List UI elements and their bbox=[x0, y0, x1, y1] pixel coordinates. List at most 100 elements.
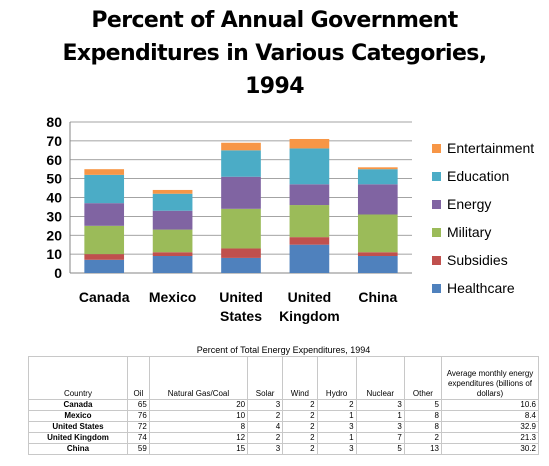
legend-label: Education bbox=[447, 168, 510, 184]
bar-segment-energy bbox=[152, 210, 193, 230]
table-header-cell: Other bbox=[403, 356, 443, 400]
table-cell: 2 bbox=[316, 399, 357, 411]
bar-segment-entertainment bbox=[221, 142, 261, 151]
table-cell: 15 bbox=[148, 443, 249, 455]
table-row-label: China bbox=[28, 443, 128, 455]
data-table: Percent of Total Energy Expenditures, 19… bbox=[28, 344, 539, 455]
bar-segment-military bbox=[84, 225, 125, 255]
table-cell: 1 bbox=[316, 432, 357, 444]
table-header-cell: Average monthly energy expenditures (bil… bbox=[441, 356, 539, 400]
x-tick-label: United bbox=[219, 289, 263, 305]
x-tick-labels: Canada Mexico United States United Kingdom Chi… bbox=[79, 289, 398, 324]
bar-segment-entertainment bbox=[357, 167, 398, 170]
table-header-row: Country Oil Natural Gas/Coal Solar Wind Hydro… bbox=[28, 356, 539, 400]
table-cell: 8 bbox=[403, 410, 443, 422]
bar-segment-energy bbox=[357, 184, 398, 215]
table-cell: 8 bbox=[148, 421, 249, 433]
x-tick-label: China bbox=[358, 289, 397, 305]
table-cell: 72 bbox=[126, 421, 150, 433]
legend-label: Entertainment bbox=[447, 140, 535, 156]
bar-segment-healthcare bbox=[289, 244, 330, 273]
table-cell: 32.9 bbox=[441, 421, 539, 433]
table-cell: 2 bbox=[282, 399, 318, 411]
legend-swatch bbox=[432, 171, 441, 181]
legend-item: Energy bbox=[432, 196, 491, 212]
table-cell: 2 bbox=[247, 432, 284, 444]
table-cell: 21.3 bbox=[441, 432, 539, 444]
bar-segment-healthcare bbox=[221, 257, 261, 273]
bar-segment-subsidies bbox=[357, 252, 398, 257]
table-cell: 2 bbox=[403, 432, 443, 444]
y-tick-label: 30 bbox=[46, 208, 62, 224]
bar-segment-energy bbox=[84, 203, 125, 226]
table-body: Canada 65 20 3 2 2 3 5 10.6 Mexico 76 10 2 2 1 1 8 8.4 Uni… bbox=[28, 399, 539, 455]
legend-label: Military bbox=[447, 224, 492, 240]
energy-table: Percent of Total Energy Expenditures, 19… bbox=[28, 344, 539, 455]
bar-segment-subsidies bbox=[289, 237, 330, 245]
bar-segment-subsidies bbox=[84, 254, 125, 260]
x-tick-label: Mexico bbox=[149, 289, 196, 305]
table-row-label: United States bbox=[28, 421, 128, 433]
y-tick-labels: 0 10 20 30 40 50 60 70 80 bbox=[46, 114, 62, 281]
legend-item: Subsidies bbox=[432, 252, 508, 268]
table-cell: 2 bbox=[282, 443, 318, 455]
table-header-cell: Hydro bbox=[316, 356, 357, 400]
table-header-cell: Natural Gas/Coal bbox=[148, 356, 249, 400]
y-tick-label: 80 bbox=[46, 114, 62, 130]
y-tick-label: 40 bbox=[46, 190, 62, 206]
table-cell: 1 bbox=[355, 410, 405, 422]
bar-segment-education bbox=[289, 148, 330, 185]
table-cell: 3 bbox=[355, 399, 405, 411]
y-tick-label: 70 bbox=[46, 133, 62, 149]
bar-segment-energy bbox=[289, 184, 330, 206]
bar-segment-healthcare bbox=[84, 259, 125, 273]
table-cell: 2 bbox=[282, 421, 318, 433]
table-cell: 20 bbox=[148, 399, 249, 411]
table-cell: 8 bbox=[403, 421, 443, 433]
table-cell: 10 bbox=[148, 410, 249, 422]
bar-segment-subsidies bbox=[152, 252, 193, 257]
table-row: United States 72 8 4 2 3 3 8 32.9 bbox=[28, 421, 539, 433]
table-row: Mexico 76 10 2 2 1 1 8 8.4 bbox=[28, 410, 539, 422]
table-cell: 76 bbox=[126, 410, 150, 422]
bar-segment-education bbox=[357, 169, 398, 185]
table-cell: 3 bbox=[316, 421, 357, 433]
table-cell: 1 bbox=[316, 410, 357, 422]
bar-segment-subsidies bbox=[221, 248, 261, 258]
x-tick-label: United bbox=[288, 289, 332, 305]
table-cell: 7 bbox=[355, 432, 405, 444]
table-cell: 3 bbox=[316, 443, 357, 455]
legend-swatch bbox=[432, 143, 441, 153]
y-tick-label: 60 bbox=[46, 152, 62, 168]
table-cell: 2 bbox=[282, 410, 318, 422]
table-row: United Kingdom 74 12 2 2 1 7 2 21.3 bbox=[28, 432, 539, 444]
legend-swatch bbox=[432, 255, 441, 265]
bar-segment-energy bbox=[221, 176, 261, 209]
table-cell: 3 bbox=[355, 421, 405, 433]
table-header-cell: Solar bbox=[247, 356, 284, 400]
bar-segment-entertainment bbox=[289, 138, 330, 149]
table-row-label: Mexico bbox=[28, 410, 128, 422]
bar-segment-education bbox=[84, 174, 125, 204]
bar-segment-military bbox=[357, 214, 398, 253]
table-cell: 12 bbox=[148, 432, 249, 444]
x-tick-label: Canada bbox=[79, 289, 130, 305]
chart-title-line-3: 1994 bbox=[245, 74, 304, 99]
bar-segment-education bbox=[152, 193, 193, 211]
legend-swatch bbox=[432, 199, 441, 209]
table-caption: Percent of Total Energy Expenditures, 19… bbox=[196, 345, 371, 355]
table-cell: 4 bbox=[247, 421, 284, 433]
table-row: Canada 65 20 3 2 2 3 5 10.6 bbox=[28, 399, 539, 411]
table-cell: 5 bbox=[403, 399, 443, 411]
legend-item: Entertainment bbox=[432, 140, 534, 156]
y-tick-label: 10 bbox=[46, 246, 62, 262]
legend-item: Healthcare bbox=[432, 280, 515, 296]
bar-segment-military bbox=[289, 205, 330, 238]
bar-segment-entertainment bbox=[84, 169, 125, 175]
bar-segment-healthcare bbox=[357, 256, 398, 273]
chart-title: Percent of Annual Government Expenditure… bbox=[0, 4, 549, 103]
table-cell: 59 bbox=[126, 443, 150, 455]
legend-swatch bbox=[432, 227, 441, 237]
legend-swatch bbox=[432, 283, 441, 293]
bar-segment-healthcare bbox=[152, 256, 193, 273]
